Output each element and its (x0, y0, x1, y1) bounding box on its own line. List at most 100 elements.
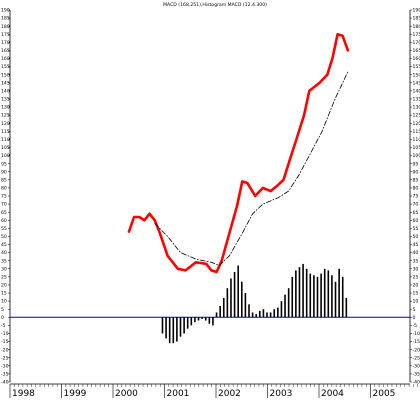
left-y-tick-label: -15 (1, 339, 9, 345)
signal-line (154, 71, 349, 266)
left-y-tick-label: 0 (1, 315, 4, 321)
right-y-tick-label: 170 (413, 40, 420, 46)
left-y-tick-label: 120 (1, 121, 10, 127)
right-y-tick-label: 130 (413, 105, 420, 111)
right-y-tick-label: 120 (413, 121, 420, 127)
left-y-tick-label: -5 (1, 323, 6, 329)
left-y-tick-label: -10 (1, 331, 9, 337)
right-y-tick-label: 75 (413, 194, 419, 200)
left-y-tick-label: 125 (1, 113, 10, 119)
chart-title: MACD (168.251),Histogram MACD (12.4.300) (163, 2, 267, 8)
macd-lines (127, 33, 350, 274)
left-y-tick-label: 60 (1, 218, 7, 224)
right-y-tick-label: 40 (413, 250, 419, 256)
x-year-label: 2001 (167, 389, 190, 399)
x-year-label: 2002 (218, 389, 241, 399)
left-y-tick-label: -40 (1, 380, 9, 386)
left-y-tick-label: 45 (1, 242, 7, 248)
left-y-tick-label: -35 (1, 372, 9, 378)
left-y-tick-label: 80 (1, 186, 7, 192)
right-y-tick-label: 185 (413, 16, 420, 22)
left-y-tick-label: 145 (1, 80, 10, 86)
left-y-tick-label: -30 (1, 363, 9, 369)
right-y-tick-label: 15 (413, 291, 419, 297)
left-y-tick-label: 115 (1, 129, 10, 135)
left-y-tick-label: 5 (1, 307, 4, 313)
right-y-tick-label: -20 (413, 347, 420, 353)
left-y-tick-label: 35 (1, 258, 7, 264)
left-y-tick-label: 100 (1, 153, 10, 159)
right-y-tick-label: 45 (413, 242, 419, 248)
left-y-tick-label: 105 (1, 145, 10, 151)
left-y-tick-label: 95 (1, 161, 7, 167)
right-y-tick-label: 140 (413, 88, 420, 94)
right-y-tick-label: -5 (413, 323, 418, 329)
right-y-tick-label: 0 (413, 315, 416, 321)
left-y-tick-label: 175 (1, 32, 10, 38)
right-y-tick-label: 30 (413, 266, 419, 272)
left-y-tick-label: 135 (1, 97, 10, 103)
left-y-tick-label: 110 (1, 137, 10, 143)
right-y-tick-label: -25 (413, 355, 420, 361)
left-y-tick-label: 75 (1, 194, 7, 200)
right-y-tick-label: 100 (413, 153, 420, 159)
right-y-tick-label: 10 (413, 299, 419, 305)
left-y-tick-label: 155 (1, 64, 10, 70)
right-y-tick-label: 150 (413, 72, 420, 78)
left-y-tick-label: 170 (1, 40, 10, 46)
left-y-tick-label: 165 (1, 48, 10, 54)
right-y-tick-label: 70 (413, 202, 419, 208)
right-y-tick-label: 190 (413, 8, 420, 14)
right-y-tick-label: 85 (413, 177, 419, 183)
right-y-tick-label: 25 (413, 274, 419, 280)
x-year-label: 2003 (270, 389, 293, 399)
left-y-tick-label: 160 (1, 56, 10, 62)
left-y-tick-label: 55 (1, 226, 7, 232)
right-y-tick-label: 160 (413, 56, 420, 62)
right-y-tick-label: 105 (413, 145, 420, 151)
right-y-tick-label: 35 (413, 258, 419, 264)
x-year-label: 1999 (64, 389, 87, 399)
right-y-tick-label: 180 (413, 24, 420, 30)
right-y-tick-label: -15 (413, 339, 420, 345)
axes: -40 -40 -35 -35 -30 -30 -25 -25 -20 -20 -15 -15 -10 -… (1, 8, 420, 386)
macd-histogram (161, 263, 348, 344)
macd-line (127, 33, 350, 274)
right-y-tick-label: 155 (413, 64, 420, 70)
right-y-tick-label: -30 (413, 363, 420, 369)
right-y-tick-label: 55 (413, 226, 419, 232)
x-axis-labels: 1998 1999 2000 2001 2002 2003 2004 2005 (9, 383, 418, 399)
left-y-tick-label: 15 (1, 291, 7, 297)
left-y-tick-label: -25 (1, 355, 9, 361)
right-y-tick-label: 60 (413, 218, 419, 224)
left-y-tick-label: 40 (1, 250, 7, 256)
right-y-tick-label: -35 (413, 372, 420, 378)
x-year-label: 2000 (115, 389, 138, 399)
right-y-tick-label: -10 (413, 331, 420, 337)
right-y-tick-label: 95 (413, 161, 419, 167)
right-y-tick-label: 145 (413, 80, 420, 86)
left-y-tick-label: 180 (1, 24, 10, 30)
right-y-tick-label: 65 (413, 210, 419, 216)
right-y-tick-label: 80 (413, 186, 419, 192)
left-y-tick-label: 90 (1, 169, 7, 175)
right-y-tick-label: 90 (413, 169, 419, 175)
left-y-tick-label: 185 (1, 16, 10, 22)
right-y-tick-label: 50 (413, 234, 419, 240)
left-y-tick-label: 50 (1, 234, 7, 240)
left-y-tick-label: 150 (1, 72, 10, 78)
left-y-tick-label: 25 (1, 274, 7, 280)
right-y-tick-label: 165 (413, 48, 420, 54)
x-year-label: 2005 (373, 389, 396, 399)
right-y-tick-label: 175 (413, 32, 420, 38)
x-year-label: 1998 (12, 389, 35, 399)
x-year-label: 2004 (321, 389, 344, 399)
left-y-tick-label: 85 (1, 177, 7, 183)
left-y-tick-label: 190 (1, 8, 10, 14)
right-y-tick-label: 135 (413, 97, 420, 103)
left-y-tick-label: 130 (1, 105, 10, 111)
left-y-tick-label: 70 (1, 202, 7, 208)
right-y-tick-label: 115 (413, 129, 420, 135)
